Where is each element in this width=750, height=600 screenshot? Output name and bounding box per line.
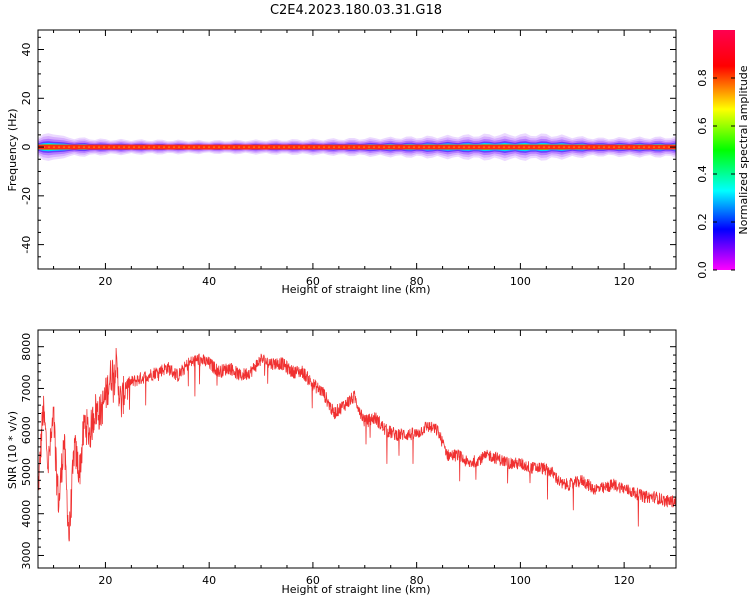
figure-title: C2E4.2023.180.03.31.G18 bbox=[270, 3, 442, 18]
y-tick-label: 4000 bbox=[20, 500, 33, 528]
x-tick-label: 20 bbox=[98, 574, 112, 587]
spectrogram-panel: 20 40 60 80 100 120 -40 -20 0 20 40 Height of str… bbox=[6, 29, 677, 296]
top-plot-frame bbox=[37, 29, 677, 270]
y-tick-label: 8000 bbox=[20, 333, 33, 361]
top-y-axis: -40 -20 0 20 40 bbox=[20, 36, 676, 270]
spectral-band bbox=[38, 133, 676, 162]
x-tick-label: 40 bbox=[202, 275, 216, 288]
snr-panel: 20 40 60 80 100 120 300040005000600070008000 … bbox=[6, 329, 677, 596]
colorbar-tick-label: 0.4 bbox=[696, 165, 709, 183]
x-tick-label: 20 bbox=[98, 275, 112, 288]
y-tick-label: 20 bbox=[20, 91, 33, 105]
y-tick-label: 40 bbox=[20, 43, 33, 57]
colorbar-tick-label: 0.2 bbox=[696, 213, 709, 231]
y-tick-label: -20 bbox=[20, 187, 33, 205]
colorbar-tick-label: 0.8 bbox=[696, 69, 709, 87]
y-tick-label: 5000 bbox=[20, 458, 33, 486]
x-tick-label: 40 bbox=[202, 574, 216, 587]
y-tick-label: 3000 bbox=[20, 541, 33, 569]
y-tick-label: -40 bbox=[20, 236, 33, 254]
y-tick-label: 7000 bbox=[20, 374, 33, 402]
bottom-x-axis: 20 40 60 80 100 120 bbox=[53, 330, 677, 587]
x-tick-label: 80 bbox=[410, 275, 424, 288]
x-tick-label: 60 bbox=[306, 574, 320, 587]
x-tick-label: 100 bbox=[510, 275, 531, 288]
band-core bbox=[38, 144, 676, 150]
colorbar-ticks: 0.0 0.2 0.4 0.6 0.8 bbox=[696, 69, 735, 279]
y-tick-label: 0 bbox=[20, 144, 33, 151]
top-x-label: Height of straight line (km) bbox=[281, 283, 430, 296]
colorbar: 0.0 0.2 0.4 0.6 0.8 Normalized spectral ampl… bbox=[696, 30, 750, 279]
x-tick-label: 120 bbox=[614, 275, 635, 288]
bottom-x-label: Height of straight line (km) bbox=[281, 583, 430, 596]
snr-series-line bbox=[38, 347, 676, 542]
colorbar-tick-label: 0.6 bbox=[696, 117, 709, 135]
bottom-y-axis: 3000 4000 5000 6000 7000 8000 bbox=[20, 333, 676, 569]
x-tick-label: 80 bbox=[410, 574, 424, 587]
bottom-y-label: SNR (10 * v/v) bbox=[6, 411, 19, 489]
top-x-axis: 20 40 60 80 100 120 bbox=[53, 30, 677, 288]
x-tick-label: 100 bbox=[510, 574, 531, 587]
colorbar-label: Normalized spectral amplitude bbox=[737, 65, 750, 234]
x-tick-label: 120 bbox=[614, 574, 635, 587]
colorbar-gradient bbox=[713, 30, 735, 270]
x-tick-label: 60 bbox=[306, 275, 320, 288]
bottom-plot-frame bbox=[37, 329, 677, 569]
colorbar-tick-label: 0.0 bbox=[696, 261, 709, 279]
y-tick-label: 6000 bbox=[20, 416, 33, 444]
top-y-label: Frequency (Hz) bbox=[6, 109, 19, 192]
